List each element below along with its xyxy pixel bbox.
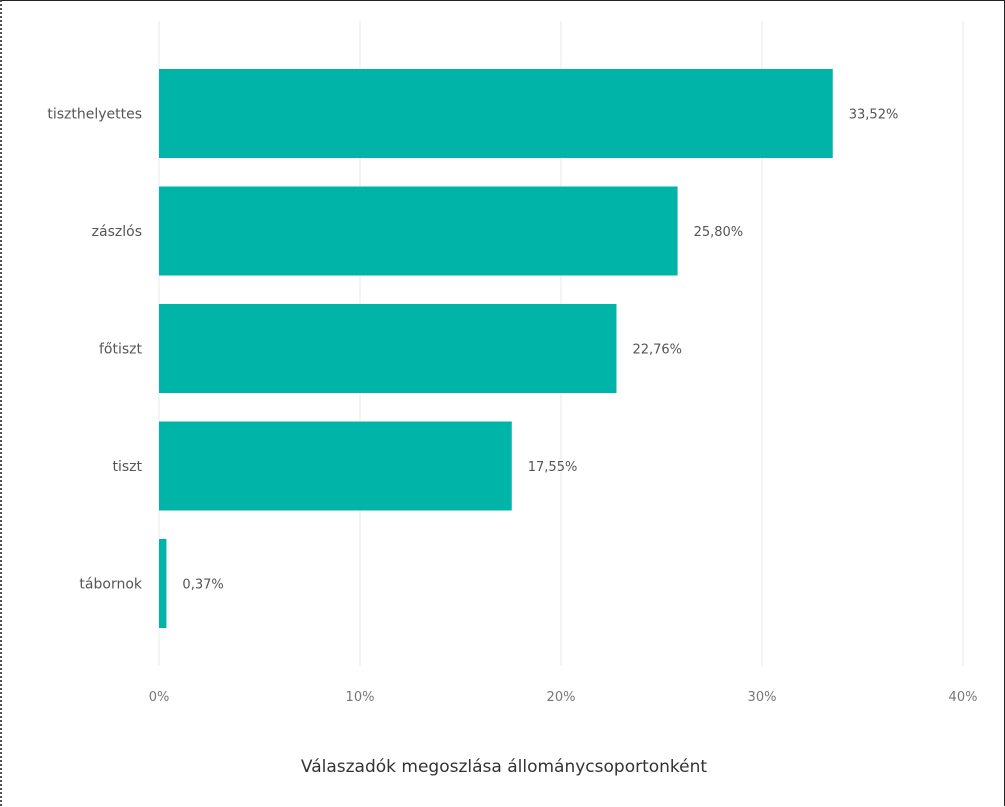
x-tick-label: 0% — [149, 690, 170, 705]
bar — [159, 539, 167, 628]
category-labels: tiszthelyettes zászlós főtiszt tiszt táborno… — [47, 107, 143, 593]
value-label: 0,37% — [182, 578, 223, 593]
bar — [159, 304, 617, 393]
x-tick-label: 40% — [949, 690, 978, 705]
value-label: 22,76% — [632, 343, 682, 358]
value-label: 25,80% — [694, 225, 744, 240]
bars — [159, 69, 833, 628]
bar — [159, 186, 678, 276]
category-label: főtiszt — [99, 342, 143, 358]
category-label: tiszthelyettes — [47, 107, 142, 123]
value-label: 33,52% — [849, 108, 899, 123]
value-label: 17,55% — [528, 460, 578, 475]
x-axis-title: Válaszadók megoszlása állománycsoportonk… — [301, 757, 707, 777]
x-tick-label: 20% — [547, 690, 576, 705]
value-labels: 33,52% 25,80% 22,76% 17,55% 0,37% — [182, 108, 898, 593]
category-label: tiszt — [112, 459, 142, 475]
x-tick-labels: 0% 10% 20% 30% 40% — [149, 690, 978, 705]
category-label: zászlós — [92, 224, 142, 240]
bar — [159, 69, 833, 158]
x-tick-label: 10% — [346, 690, 375, 705]
x-tick-label: 30% — [748, 690, 777, 705]
bar — [159, 421, 512, 511]
category-label: tábornok — [79, 577, 142, 593]
